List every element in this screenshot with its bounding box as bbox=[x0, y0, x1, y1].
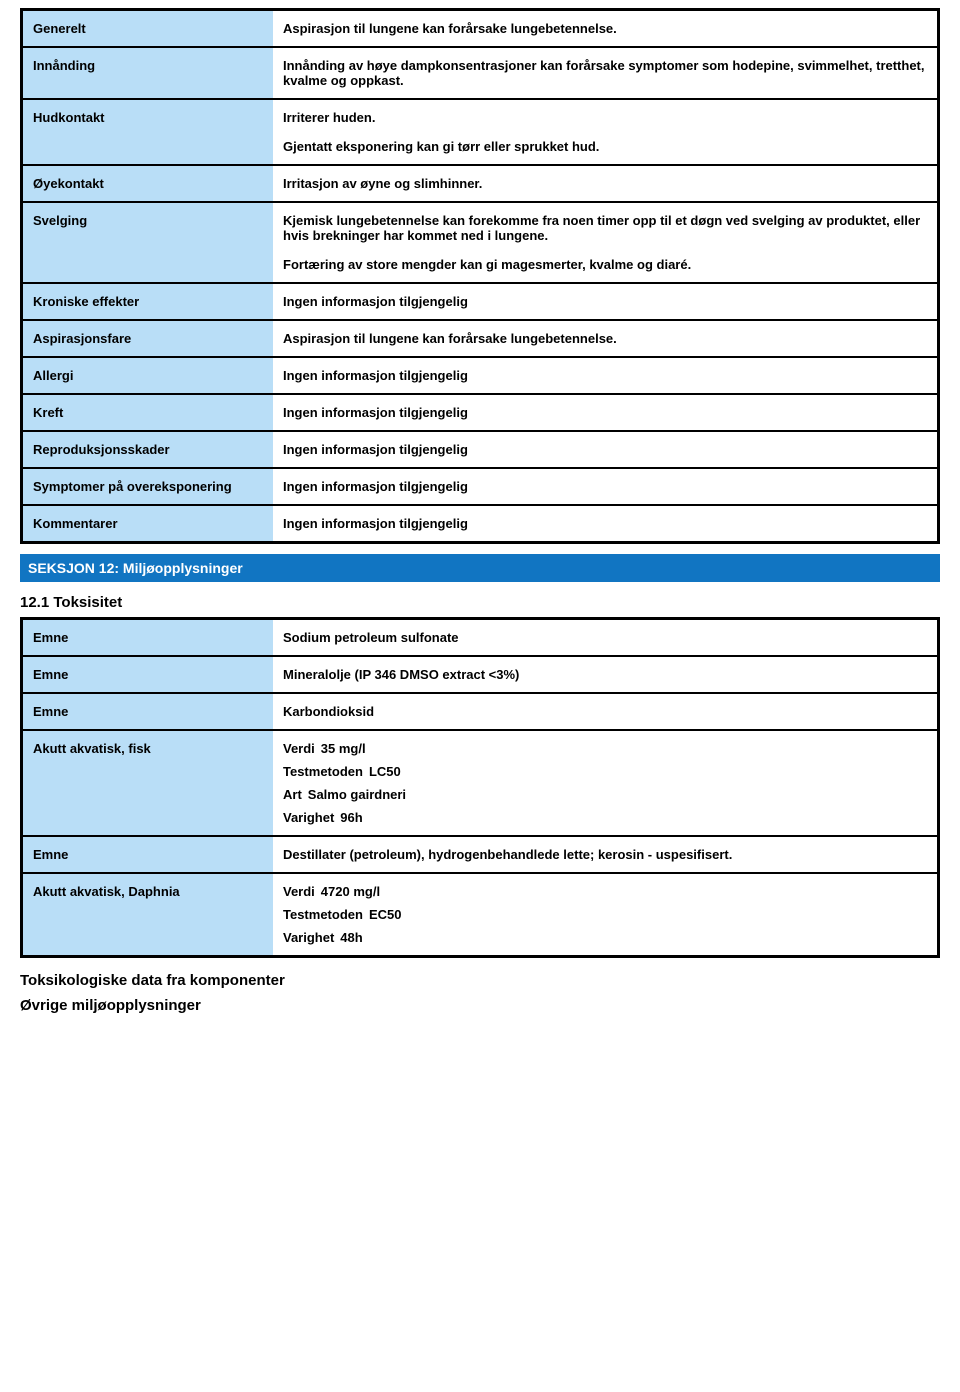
kv-value: Salmo gairdneri bbox=[308, 787, 406, 802]
table-row: Akutt akvatisk, Daphnia Verdi 4720 mg/l Tes… bbox=[23, 874, 937, 955]
row-label: Akutt akvatisk, Daphnia bbox=[23, 874, 273, 955]
value-paragraph: Irritasjon av øyne og slimhinner. bbox=[283, 176, 927, 191]
footer-tox-data: Toksikologiske data fra komponenter bbox=[20, 968, 940, 993]
kv-value: 48h bbox=[340, 930, 362, 945]
table-row: Emne Sodium petroleum sulfonate bbox=[23, 620, 937, 657]
value-paragraph: Irriterer huden. bbox=[283, 110, 927, 125]
row-label: Generelt bbox=[23, 11, 273, 46]
table-row: Symptomer på overeksponering Ingen inform… bbox=[23, 469, 937, 506]
value-paragraph: Ingen informasjon tilgjengelig bbox=[283, 479, 927, 494]
row-value: Ingen informasjon tilgjengelig bbox=[273, 506, 937, 541]
value-paragraph: Gjentatt eksponering kan gi tørr eller s… bbox=[283, 139, 927, 154]
row-value: Aspirasjon til lungene kan forårsake lun… bbox=[273, 321, 937, 356]
kv-key: Art bbox=[283, 787, 302, 802]
table-row: Svelging Kjemisk lungebetennelse kan fore… bbox=[23, 203, 937, 284]
kv-key: Testmetoden bbox=[283, 907, 363, 922]
table-row: Kreft Ingen informasjon tilgjengelig bbox=[23, 395, 937, 432]
row-value: Ingen informasjon tilgjengelig bbox=[273, 358, 937, 393]
row-value: Ingen informasjon tilgjengelig bbox=[273, 432, 937, 467]
table-row: Kommentarer Ingen informasjon tilgjengeli… bbox=[23, 506, 937, 541]
row-value: Verdi 4720 mg/l Testmetoden EC50 Varighet 48h bbox=[273, 874, 937, 955]
row-value: Innånding av høye dampkonsentrasjoner ka… bbox=[273, 48, 937, 98]
key-value-line: Testmetoden EC50 bbox=[283, 907, 927, 922]
key-value-line: Varighet 96h bbox=[283, 810, 927, 825]
row-label: Allergi bbox=[23, 358, 273, 393]
row-value: Destillater (petroleum), hydrogenbehandl… bbox=[273, 837, 937, 872]
key-value-line: Art Salmo gairdneri bbox=[283, 787, 927, 802]
row-value: Aspirasjon til lungene kan forårsake lun… bbox=[273, 11, 937, 46]
row-value: Irriterer huden. Gjentatt eksponering kan… bbox=[273, 100, 937, 164]
key-value-line: Verdi 4720 mg/l bbox=[283, 884, 927, 899]
row-value: Irritasjon av øyne og slimhinner. bbox=[273, 166, 937, 201]
row-label: Emne bbox=[23, 620, 273, 655]
table-row: Emne Destillater (petroleum), hydrogenbeh… bbox=[23, 837, 937, 874]
row-value: Ingen informasjon tilgjengelig bbox=[273, 284, 937, 319]
section-12-header: SEKSJON 12: Miljøopplysninger bbox=[20, 554, 940, 584]
row-label: Innånding bbox=[23, 48, 273, 98]
kv-value: 4720 mg/l bbox=[321, 884, 380, 899]
kv-value: EC50 bbox=[369, 907, 402, 922]
value-paragraph: Aspirasjon til lungene kan forårsake lun… bbox=[283, 331, 927, 346]
value-paragraph: Ingen informasjon tilgjengelig bbox=[283, 368, 927, 383]
table-row: Generelt Aspirasjon til lungene kan forår… bbox=[23, 11, 937, 48]
table-row: Øyekontakt Irritasjon av øyne og slimhinn… bbox=[23, 166, 937, 203]
table-row: Hudkontakt Irriterer huden. Gjentatt ekspo… bbox=[23, 100, 937, 166]
kv-key: Testmetoden bbox=[283, 764, 363, 779]
row-value: Sodium petroleum sulfonate bbox=[273, 620, 937, 655]
row-label: Aspirasjonsfare bbox=[23, 321, 273, 356]
kv-value: 96h bbox=[340, 810, 362, 825]
value-paragraph: Innånding av høye dampkonsentrasjoner ka… bbox=[283, 58, 927, 88]
key-value-line: Varighet 48h bbox=[283, 930, 927, 945]
kv-key: Varighet bbox=[283, 930, 334, 945]
row-label: Øyekontakt bbox=[23, 166, 273, 201]
value-paragraph: Mineralolje (IP 346 DMSO extract <3%) bbox=[283, 667, 927, 682]
table-row: Allergi Ingen informasjon tilgjengelig bbox=[23, 358, 937, 395]
kv-value: 35 mg/l bbox=[321, 741, 366, 756]
value-paragraph: Ingen informasjon tilgjengelig bbox=[283, 516, 927, 531]
row-label: Emne bbox=[23, 694, 273, 729]
value-paragraph: Sodium petroleum sulfonate bbox=[283, 630, 927, 645]
table-row: Akutt akvatisk, fisk Verdi 35 mg/l Testmeto… bbox=[23, 731, 937, 837]
table-row: Aspirasjonsfare Aspirasjon til lungene ka… bbox=[23, 321, 937, 358]
value-paragraph: Kjemisk lungebetennelse kan forekomme fr… bbox=[283, 213, 927, 243]
row-value: Karbondioksid bbox=[273, 694, 937, 729]
key-value-line: Verdi 35 mg/l bbox=[283, 741, 927, 756]
table-row: Emne Mineralolje (IP 346 DMSO extract <3%… bbox=[23, 657, 937, 694]
value-paragraph: Destillater (petroleum), hydrogenbehandl… bbox=[283, 847, 927, 862]
value-paragraph: Ingen informasjon tilgjengelig bbox=[283, 294, 927, 309]
row-label: Akutt akvatisk, fisk bbox=[23, 731, 273, 835]
row-label: Kroniske effekter bbox=[23, 284, 273, 319]
health-info-table: Generelt Aspirasjon til lungene kan forår… bbox=[20, 8, 940, 544]
row-label: Kreft bbox=[23, 395, 273, 430]
footer-env-info: Øvrige miljøopplysninger bbox=[20, 993, 940, 1018]
value-paragraph: Karbondioksid bbox=[283, 704, 927, 719]
kv-value: LC50 bbox=[369, 764, 401, 779]
table-row: Reproduksjonsskader Ingen informasjon til… bbox=[23, 432, 937, 469]
row-label: Hudkontakt bbox=[23, 100, 273, 164]
table-row: Innånding Innånding av høye dampkonsentra… bbox=[23, 48, 937, 100]
table-row: Kroniske effekter Ingen informasjon tilgj… bbox=[23, 284, 937, 321]
kv-key: Verdi bbox=[283, 741, 315, 756]
kv-key: Verdi bbox=[283, 884, 315, 899]
row-label: Reproduksjonsskader bbox=[23, 432, 273, 467]
toxicity-table: Emne Sodium petroleum sulfonate Emne Minera… bbox=[20, 617, 940, 958]
value-paragraph: Ingen informasjon tilgjengelig bbox=[283, 405, 927, 420]
row-value: Ingen informasjon tilgjengelig bbox=[273, 395, 937, 430]
row-value: Mineralolje (IP 346 DMSO extract <3%) bbox=[273, 657, 937, 692]
key-value-line: Testmetoden LC50 bbox=[283, 764, 927, 779]
row-label: Symptomer på overeksponering bbox=[23, 469, 273, 504]
row-value: Kjemisk lungebetennelse kan forekomme fr… bbox=[273, 203, 937, 282]
row-label: Svelging bbox=[23, 203, 273, 282]
value-paragraph: Aspirasjon til lungene kan forårsake lun… bbox=[283, 21, 927, 36]
subsection-12-1: 12.1 Toksisitet bbox=[20, 584, 940, 617]
value-paragraph: Ingen informasjon tilgjengelig bbox=[283, 442, 927, 457]
table-row: Emne Karbondioksid bbox=[23, 694, 937, 731]
value-paragraph: Fortæring av store mengder kan gi magesm… bbox=[283, 257, 927, 272]
row-label: Kommentarer bbox=[23, 506, 273, 541]
row-label: Emne bbox=[23, 837, 273, 872]
row-label: Emne bbox=[23, 657, 273, 692]
row-value: Ingen informasjon tilgjengelig bbox=[273, 469, 937, 504]
kv-key: Varighet bbox=[283, 810, 334, 825]
row-value: Verdi 35 mg/l Testmetoden LC50 Art Salmo gair… bbox=[273, 731, 937, 835]
